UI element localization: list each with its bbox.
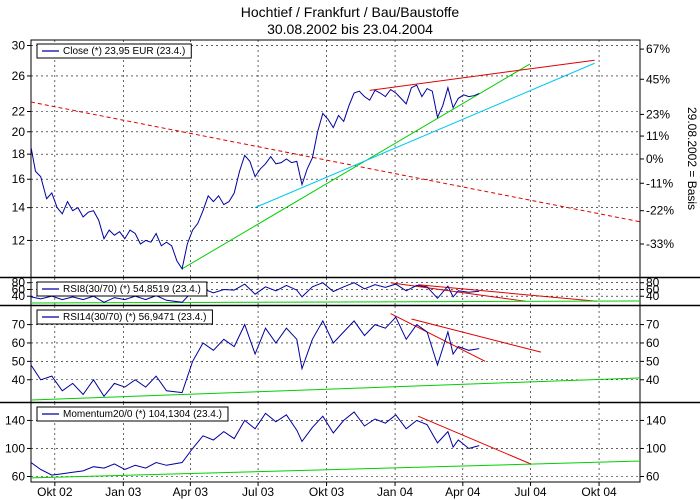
right-tick-label: 23% bbox=[646, 107, 670, 121]
legend-box bbox=[36, 309, 213, 325]
right-tick-label: -22% bbox=[646, 204, 674, 218]
series-line-close bbox=[31, 84, 480, 271]
right-tick-label: 50 bbox=[646, 354, 660, 368]
legend: RSI14(30/70) (*) 56,9471 (23.4.) bbox=[36, 309, 213, 325]
trendline bbox=[390, 282, 527, 302]
right-tick-label: 0% bbox=[646, 152, 664, 166]
y-tick-label: 80 bbox=[12, 276, 26, 290]
x-tick-label: Jan 04 bbox=[377, 485, 413, 499]
plot-frame bbox=[30, 39, 641, 483]
right-tick-label: 45% bbox=[646, 72, 670, 86]
trendline bbox=[31, 300, 640, 304]
series-line-rsi8 bbox=[31, 282, 480, 303]
x-tick-label: Apr 03 bbox=[173, 485, 209, 499]
x-tick-label: Okt 02 bbox=[37, 485, 73, 499]
right-tick-label: 67% bbox=[646, 42, 670, 56]
legend-label: RSI8(30/70) (*) 54,8519 (23.4.) bbox=[63, 284, 201, 295]
legend-box bbox=[36, 43, 192, 59]
y-tick-label: 18 bbox=[12, 147, 26, 161]
legend-box bbox=[36, 281, 208, 297]
x-tick-label: Okt 04 bbox=[581, 485, 617, 499]
right-tick-label: 60 bbox=[646, 282, 660, 296]
right-tick-label: 140 bbox=[646, 413, 666, 427]
legend-label: RSI14(30/70) (*) 56,9471 (23.4.) bbox=[63, 312, 206, 323]
y-tick-label: 60 bbox=[12, 336, 26, 350]
right-tick-label: 80 bbox=[646, 276, 660, 290]
x-tick-label: Jul 04 bbox=[515, 485, 547, 499]
x-tick-label: Apr 04 bbox=[445, 485, 481, 499]
trendline bbox=[411, 318, 542, 353]
legend-label: Close (*) 23,95 EUR (23.4.) bbox=[63, 46, 185, 57]
right-tick-label: 11% bbox=[646, 129, 669, 143]
y-tick-label: 60 bbox=[12, 469, 26, 483]
y-tick-label: 20 bbox=[12, 125, 26, 139]
right-tick-label: 60 bbox=[646, 336, 660, 350]
trendline bbox=[31, 377, 640, 401]
series-line-momentum20 bbox=[31, 411, 480, 476]
y-tick-label: 12 bbox=[12, 233, 26, 247]
trendline bbox=[417, 415, 531, 465]
trendline bbox=[31, 460, 640, 479]
y-tick-label: 140 bbox=[5, 413, 25, 427]
y-tick-label: 14 bbox=[12, 201, 26, 215]
panel-rsi14: 40 50 60 70 40 50 60 70 RSI14(30/70) (*) 56,9471… bbox=[0, 304, 700, 401]
trendline bbox=[418, 284, 597, 302]
panel-momentum: 60 100 140 60 100 140 Momentum20/0 (*) 104,130… bbox=[0, 401, 700, 483]
trendline bbox=[181, 63, 531, 270]
right-tick-label: -11% bbox=[646, 176, 673, 190]
chart-subtitle: 30.08.2002 bis 23.04.2004 bbox=[267, 21, 433, 37]
y-tick-label: 30 bbox=[12, 39, 26, 53]
y-tick-label: 40 bbox=[12, 289, 26, 303]
y-tick-label: 100 bbox=[5, 441, 25, 455]
x-tick-label: Jan 03 bbox=[105, 485, 141, 499]
legend: Momentum20/0 (*) 104,1304 (23.4.) bbox=[36, 406, 229, 422]
legend: RSI8(30/70) (*) 54,8519 (23.4.) bbox=[36, 281, 208, 297]
y-tick-label: 40 bbox=[12, 373, 26, 387]
y-tick-label: 70 bbox=[12, 318, 26, 332]
right-axis-title: 29.08.2002 = Basis bbox=[685, 107, 699, 210]
right-tick-label: 100 bbox=[646, 441, 666, 455]
y-tick-label: 16 bbox=[12, 172, 26, 186]
right-tick-label: -33% bbox=[646, 237, 674, 251]
right-tick-label: 40 bbox=[646, 289, 660, 303]
legend-box bbox=[36, 406, 229, 422]
right-tick-label: 70 bbox=[646, 318, 660, 332]
y-tick-label: 50 bbox=[12, 354, 26, 368]
y-tick-label: 60 bbox=[12, 282, 26, 296]
x-axis: Okt 02 Jan 03 Apr 03 Jul 03 Okt 03 Jan 04 Apr … bbox=[37, 40, 617, 499]
legend: Close (*) 23,95 EUR (23.4.) bbox=[36, 43, 192, 59]
right-tick-label: 60 bbox=[646, 469, 660, 483]
right-tick-label: 40 bbox=[646, 373, 660, 387]
y-tick-label: 22 bbox=[12, 104, 26, 118]
trendline bbox=[31, 101, 640, 223]
trendline bbox=[369, 59, 595, 91]
x-tick-label: Okt 03 bbox=[309, 485, 345, 499]
trendline bbox=[254, 62, 595, 209]
chart-title: Hochtief / Frankfurt / Bau/Baustoffe bbox=[240, 4, 460, 20]
trendline bbox=[390, 313, 486, 362]
x-tick-label: Jul 03 bbox=[242, 485, 274, 499]
panel-price: 12 14 16 18 20 22 26 30 -33% -22% -11% 0% 11% 23% 45% 6… bbox=[12, 39, 674, 271]
series-line-rsi14 bbox=[31, 316, 480, 398]
y-tick-label: 26 bbox=[12, 69, 26, 83]
legend-label: Momentum20/0 (*) 104,1304 (23.4.) bbox=[63, 409, 222, 420]
